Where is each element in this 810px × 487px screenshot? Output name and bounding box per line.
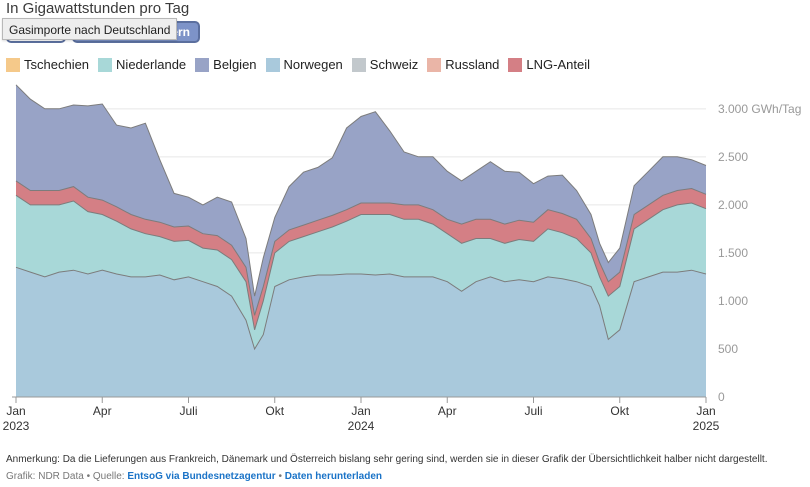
legend-label: Tschechien (24, 57, 90, 72)
download-data-link[interactable]: Daten herunterladen (284, 471, 382, 482)
tooltip: Gasimporte nach Deutschland (2, 18, 178, 40)
stacked-area-chart: 0 500 1.000 1.500 2.000 2.500 3.000 GWh/Tag Jan… (3, 84, 801, 433)
legend-swatch (351, 57, 366, 72)
chart-subtitle: In Gigawattstunden pro Tag (6, 0, 190, 17)
y-tick-label: 0 (718, 390, 725, 404)
legend-swatch (508, 57, 523, 72)
footnote: Anmerkung: Da die Lieferungen aus Frankr… (6, 454, 768, 465)
source-link-entsog[interactable]: EntsoG via Bundesnetzagentur (127, 471, 276, 482)
y-tick-label: 3.000 GWh/Tag (718, 102, 801, 116)
legend-swatch (195, 57, 210, 72)
series-line-niederlande (15, 194, 707, 330)
x-tick-label: Okt (610, 404, 629, 418)
legend-label: Belgien (213, 57, 257, 72)
area-series-niederlande (16, 195, 706, 349)
x-tick-label: Jan (351, 404, 370, 418)
x-tick-label: Jan (6, 404, 25, 418)
legend-swatch (265, 57, 280, 72)
x-tick-label: Apr (93, 404, 112, 418)
area-series-lng-anteil (16, 180, 706, 330)
legend-label: Niederlande (116, 57, 187, 72)
legend-label: LNG-Anteil (526, 57, 590, 72)
x-tick-year: 2025 (693, 419, 720, 433)
y-tick-label: 2.500 (718, 150, 748, 164)
x-tick-label: Jan (696, 404, 715, 418)
legend-item-niederlande[interactable]: Niederlande (98, 57, 186, 72)
series-line-norwegen (15, 266, 707, 351)
x-tick-year: 2023 (3, 419, 30, 433)
area-series-belgien (16, 84, 706, 316)
legend: Tschechien Niederlande Belgien Norwegen … (6, 57, 599, 72)
legend-item-tschechien[interactable]: Tschechien (6, 57, 89, 72)
y-tick-label: 500 (718, 342, 738, 356)
legend-item-lng-anteil[interactable]: LNG-Anteil (508, 57, 590, 72)
source-line: Grafik: NDR Data • Quelle: EntsoG via Bu… (6, 471, 382, 482)
y-tick-label: 1.500 (718, 246, 748, 260)
legend-item-norwegen[interactable]: Norwegen (265, 57, 343, 72)
legend-item-russland[interactable]: Russland (427, 57, 499, 72)
x-tick-label: Juli (179, 404, 197, 418)
x-tick-label: Apr (438, 404, 457, 418)
source-prefix: Grafik: NDR Data • Quelle: (6, 471, 128, 482)
series-line-belgien (15, 84, 707, 297)
source-separator: • (275, 471, 285, 482)
legend-swatch (98, 57, 113, 72)
legend-item-belgien[interactable]: Belgien (195, 57, 257, 72)
legend-item-schweiz[interactable]: Schweiz (351, 57, 419, 72)
legend-label: Schweiz (369, 57, 419, 72)
legend-swatch (6, 57, 20, 72)
area-series-norwegen (16, 267, 706, 397)
x-tick-year: 2024 (348, 419, 375, 433)
legend-label: Russland (445, 57, 500, 72)
legend-swatch (427, 57, 442, 72)
y-tick-label: 1.000 (718, 294, 748, 308)
legend-label: Norwegen (283, 57, 343, 72)
y-tick-label: 2.000 (718, 198, 748, 212)
series-line-lng-anteil (15, 180, 707, 316)
x-tick-label: Juli (524, 404, 542, 418)
x-tick-label: Okt (265, 404, 284, 418)
